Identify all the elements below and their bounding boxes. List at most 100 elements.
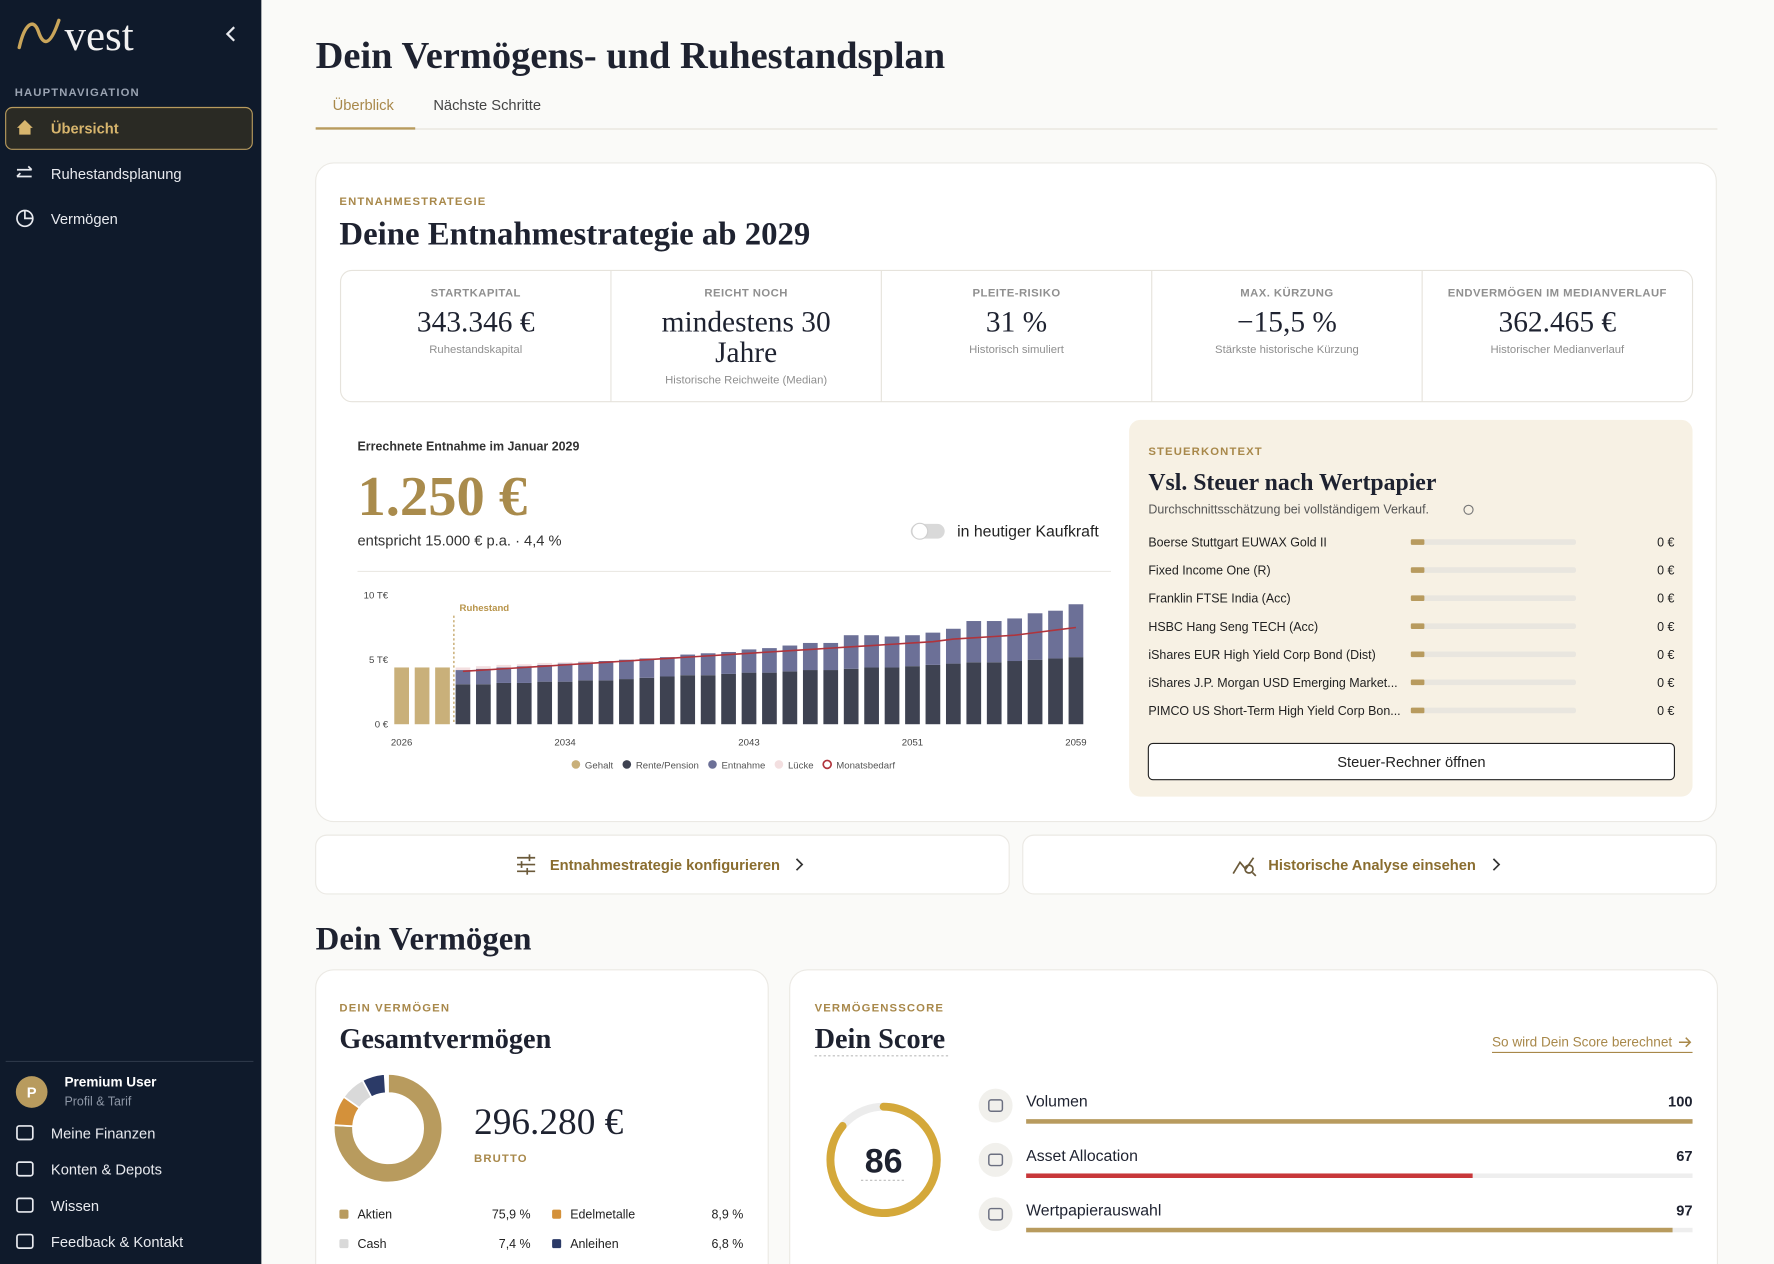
card-title: Dein Score [815,1024,946,1055]
bar-segment [598,680,614,725]
legend-swatch [774,760,784,769]
nav-icon [16,165,33,178]
bar-segment [884,636,900,668]
toggle-knob[interactable] [911,522,929,540]
bar-segment [986,621,1002,663]
legend-swatch [339,1209,349,1219]
stat-label: ENDVERMÖGEN IM MEDIANVERLAUF [1448,286,1667,299]
sidebar-link[interactable]: Meine Finanzen [51,1126,156,1142]
bar-segment [516,666,532,683]
avatar-initial: P [27,1086,37,1102]
tax-row-label: PIMCO US Short-Term High Yield Corp Bon.… [1148,704,1400,718]
bar-segment [476,666,491,669]
stat-note: Stärkste historische Kürzung [1215,344,1359,356]
sidebar-link[interactable]: Feedback & Kontakt [51,1235,183,1251]
sidebar-link[interactable]: Konten & Depots [51,1163,162,1179]
sidebar-link[interactable]: Wissen [51,1199,99,1215]
user-name[interactable]: Premium User [64,1074,157,1089]
nav-item[interactable]: Übersicht [51,121,119,138]
action-button[interactable] [1022,834,1717,895]
legend-label: Monatsbedarf [836,760,895,771]
bar-segment [619,679,634,725]
bar-track [1410,623,1577,630]
bar-segment [598,661,614,681]
action-button[interactable] [315,834,1010,895]
nav-section: HAUPTNAVIGATION [15,87,140,99]
bar-segment [455,684,471,725]
bar-segment [496,667,512,683]
info-icon[interactable] [1463,504,1474,515]
bar-segment [802,670,818,725]
bar-segment [945,628,961,664]
bar-segment [721,673,736,725]
bar-segment [925,664,941,725]
score-icon [978,1197,1013,1232]
value-label: 75,9 % [492,1208,531,1222]
assets-card [315,969,769,1264]
score-number: 97 [1676,1203,1692,1219]
action-label[interactable]: Entnahmestrategie konfigurieren [550,858,780,874]
value-label: 0 € [1657,564,1674,578]
value-label: 0 € [1657,592,1674,606]
bar [1026,1227,1673,1233]
line [462,626,1077,673]
bar-segment [762,672,777,725]
link-arrow [1678,1037,1692,1048]
bar [1026,1173,1473,1178]
tax-button-label[interactable]: Steuer-Rechner öffnen [1337,755,1485,771]
y-tick-label: 0 € [375,720,389,731]
bar-segment [455,667,471,671]
stats: STARTKAPITAL 343.346 € Ruhestandskapital RE… [417,270,1667,402]
bar [1410,651,1425,658]
stats-box [339,269,1694,403]
avatar[interactable] [15,1076,48,1108]
tab[interactable]: Überblick [333,96,395,114]
bar [1410,707,1425,714]
assets-donut: Aktien 75,9 % Edelmetalle 8,9 % Cash 7,4 % Anl… [332,1073,744,1251]
tax-row-label: Fixed Income One (R) [1148,564,1270,578]
bar-segment [537,681,553,725]
stat-value: −15,5 % [1237,307,1337,339]
bar-segment [659,657,675,677]
nav-item[interactable]: Vermögen [51,212,118,228]
tab[interactable]: Nächste Schritte [433,98,541,114]
nav-icon [24,210,33,220]
bar [1410,679,1425,686]
tax-row-label: HSBC Hang Seng TECH (Acc) [1148,620,1318,634]
bar-segment [823,670,839,725]
nav-icon [16,119,33,135]
bar-segment [700,675,716,725]
score-number: 67 [1676,1149,1692,1165]
score-link[interactable]: So wird Dein Score berechnet [1492,1035,1672,1050]
tax-row-label: iShares EUR High Yield Corp Bond (Dist) [1148,648,1375,662]
nav-active[interactable] [5,106,253,150]
stat-value: mindestens 30 [662,307,831,339]
value-label: 6,8 % [712,1237,744,1251]
stat-label: REICHT NOCH [704,287,787,299]
bar-segment [680,654,696,676]
score-icon-glyph [988,1207,1004,1221]
bar-track [1410,707,1577,714]
section-heading: Dein Vermögen [316,921,532,957]
legend-label: Gehalt [585,760,614,771]
y-tick-label: 5 T€ [369,655,389,666]
toggle-label[interactable]: in heutiger Kaufkraft [957,523,1099,540]
bar-segment [516,682,532,725]
tax-button[interactable] [1147,742,1676,781]
stat-value: 343.346 € [417,307,535,339]
bar-track [1410,539,1577,545]
bar-segment [659,676,675,725]
stat-note: Ruhestandskapital [429,344,522,356]
x-tick-label: 2043 [738,738,759,749]
action-label[interactable]: Historische Analyse einsehen [1268,858,1476,874]
bar-segment [496,664,512,668]
withdrawal-chart: 0 € 5 T€ 10 T€ 2026 2034 2043 2051 2059 Ruhestan… [364,591,1087,772]
sidebar [0,0,262,1264]
nav-item[interactable]: Ruhestandsplanung [51,167,182,183]
collapse-icon[interactable] [225,26,235,42]
chevron [1492,858,1501,871]
tax-row-label: Boerse Stuttgart EUWAX Gold II [1148,536,1327,550]
stat-note: Historisch simuliert [969,344,1065,356]
stat-label: PLEITE-RISIKO [972,287,1060,299]
legend-label: Anleihen [570,1237,618,1251]
